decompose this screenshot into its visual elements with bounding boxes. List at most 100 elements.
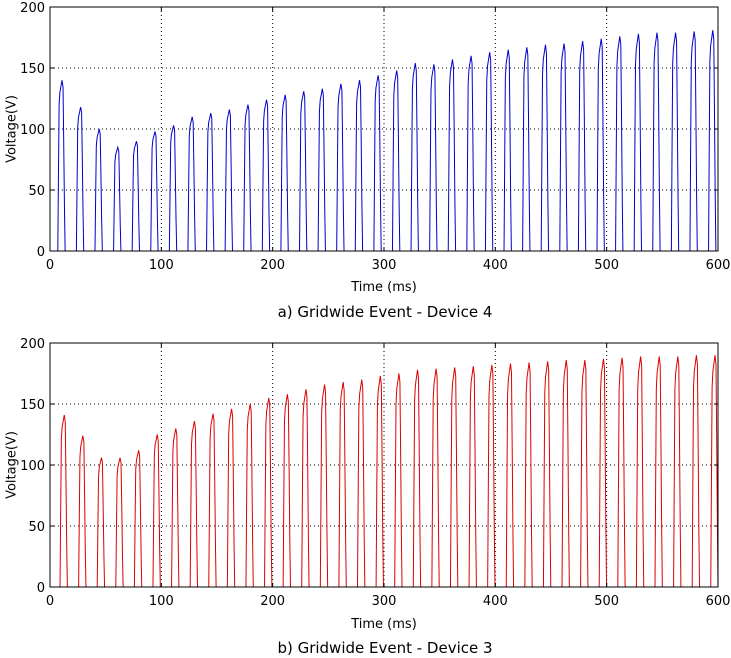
x-tick-label: 600: [706, 594, 731, 609]
y-tick-label: 0: [37, 581, 45, 596]
y-axis-label-b: Voltage(V): [5, 431, 20, 499]
pulse-mark: [96, 457, 116, 588]
pulse-mark: [150, 131, 170, 252]
pulse-mark: [280, 94, 300, 252]
y-tick-labels-b: 0 50 100 150 200: [20, 337, 718, 596]
pulse-mark: [189, 420, 209, 588]
pulse-mark: [559, 43, 579, 252]
pulse-mark: [354, 80, 374, 252]
pulse-mark: [673, 356, 693, 588]
pulse-mark: [691, 355, 711, 588]
y-tick-labels-a: 0 50 100 150 200: [20, 1, 718, 260]
pulse-mark: [561, 360, 581, 588]
pulse-mark: [113, 145, 133, 252]
pulse-mark: [598, 358, 618, 588]
pulse-mark: [412, 369, 432, 588]
series-device-4: [57, 30, 718, 252]
pulse-mark: [336, 83, 356, 252]
y-tick-label: 100: [20, 459, 45, 474]
y-tick-label: 150: [20, 398, 45, 413]
x-tick-label: 600: [706, 258, 731, 273]
pulse-mark: [689, 31, 709, 252]
pulse-mark: [264, 397, 284, 588]
pulse-mark: [168, 125, 188, 252]
pulse-mark: [319, 384, 339, 588]
pulse-mark: [577, 41, 597, 252]
x-tick-label: 100: [149, 594, 174, 609]
pulse-mark: [208, 413, 228, 588]
grid-lines-b: [50, 343, 718, 587]
pulse-mark: [133, 450, 153, 588]
pulse-mark: [245, 403, 265, 588]
pulse-mark: [171, 428, 191, 588]
pulse-mark: [652, 32, 672, 252]
pulse-mark: [635, 356, 655, 588]
pulse-mark: [654, 356, 674, 588]
pulse-mark: [57, 80, 77, 252]
chart-caption-a: a) Gridwide Event - Device 4: [278, 303, 493, 321]
chart-panel-b: 0 50 100 150 200 0 100 200 300 400 500 600 Time (m…: [5, 337, 731, 657]
pulse-mark: [226, 408, 246, 588]
pulse-mark: [187, 116, 207, 252]
x-tick-labels-a: 0 100 200 300 400 500 600: [46, 7, 731, 273]
y-tick-label: 50: [28, 184, 45, 199]
pulse-mark: [542, 361, 563, 588]
x-tick-label: 200: [260, 594, 285, 609]
y-tick-label: 200: [20, 337, 45, 352]
x-tick-label: 100: [149, 258, 174, 273]
x-tick-label: 500: [594, 594, 619, 609]
pulse-mark: [505, 363, 525, 588]
x-tick-label: 500: [594, 258, 619, 273]
chart-caption-b: b) Gridwide Event - Device 3: [277, 639, 492, 657]
y-tick-label: 0: [37, 245, 45, 260]
pulse-mark: [301, 389, 321, 588]
pulse-mark: [710, 355, 719, 588]
y-tick-label: 150: [20, 62, 45, 77]
x-tick-labels-b: 0 100 200 300 400 500 600: [46, 343, 731, 609]
pulse-mark: [373, 75, 393, 252]
pulse-mark: [708, 30, 718, 252]
pulse-mark: [299, 91, 319, 252]
pulse-mark: [152, 434, 172, 588]
y-tick-label: 100: [20, 123, 45, 138]
pulse-mark: [115, 457, 135, 588]
pulse-mark: [503, 49, 523, 252]
pulse-mark: [78, 435, 98, 588]
pulse-mark: [410, 63, 430, 252]
pulse-mark: [59, 414, 79, 588]
x-tick-label: 300: [372, 594, 397, 609]
pulse-mark: [540, 44, 560, 252]
pulse-mark: [394, 373, 414, 588]
x-axis-label-b: Time (ms): [350, 617, 417, 632]
pulse-mark: [524, 362, 544, 588]
pulse-mark: [633, 33, 653, 252]
pulse-mark: [75, 106, 95, 252]
pulse-mark: [94, 128, 114, 252]
pulse-mark: [206, 113, 226, 252]
pulse-mark: [243, 104, 263, 252]
x-tick-label: 300: [372, 258, 397, 273]
pulse-mark: [261, 99, 281, 252]
x-tick-label: 0: [46, 258, 54, 273]
chart-panel-a: 0 50 100 150 200 0 100 200 300 400 500 600 Time (m…: [5, 1, 731, 321]
pulse-mark: [596, 38, 616, 252]
x-tick-label: 200: [260, 258, 285, 273]
pulse-mark: [522, 47, 542, 252]
pulse-mark: [466, 55, 486, 252]
pulse-mark: [580, 360, 600, 588]
pulse-mark: [375, 375, 395, 588]
grid-lines-a: [50, 7, 718, 251]
pulse-mark: [224, 109, 244, 252]
y-axis-label-a: Voltage(V): [5, 95, 20, 163]
series-device-3: [59, 355, 719, 588]
pulse-mark: [670, 32, 690, 252]
x-tick-label: 0: [46, 594, 54, 609]
x-axis-label-a: Time (ms): [350, 280, 417, 295]
pulse-mark: [617, 357, 637, 588]
pulse-mark: [447, 59, 467, 252]
pulse-mark: [487, 364, 507, 588]
pulse-mark: [449, 367, 470, 588]
pulse-mark: [429, 64, 449, 252]
pulse-mark: [391, 70, 412, 252]
